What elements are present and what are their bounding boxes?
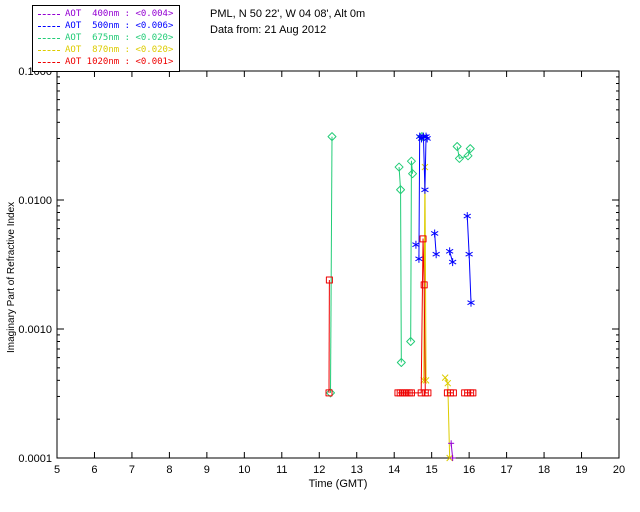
- series-aot-500nm: [412, 132, 475, 307]
- x-tick-label: 10: [238, 464, 250, 476]
- x-tick-label: 11: [276, 464, 287, 476]
- x-tick-label: 14: [388, 464, 400, 476]
- legend: AOT 400nm : <0.004> AOT 500nm : <0.006> …: [32, 5, 181, 72]
- legend-line-swatch: [38, 49, 60, 51]
- data-date: Data from: 21 Aug 2012: [210, 24, 327, 36]
- x-tick-label: 20: [613, 464, 625, 476]
- series-aot-1020nm: [325, 235, 477, 397]
- legend-item-1020nm: AOT 1020nm : <0.001>: [38, 56, 173, 68]
- y-tick-label: 0.0001: [18, 453, 52, 465]
- x-tick-label: 16: [463, 464, 475, 476]
- legend-label: AOT 400nm : <0.004>: [65, 9, 174, 19]
- legend-item-870nm: AOT 870nm : <0.020>: [38, 44, 173, 56]
- legend-item-400nm: AOT 400nm : <0.004>: [38, 8, 173, 20]
- y-tick-label: 0.0100: [18, 195, 52, 207]
- y-tick-label: 0.0010: [18, 324, 52, 336]
- x-tick-label: 7: [129, 464, 135, 476]
- y-axis: [57, 70, 619, 459]
- plot-frame: [56, 70, 620, 459]
- x-tick-label: 17: [500, 464, 512, 476]
- series-aot-400nm: [448, 440, 456, 461]
- x-tick-label: 19: [575, 464, 587, 476]
- x-axis: [56, 71, 620, 458]
- legend-item-675nm: AOT 675nm : <0.020>: [38, 32, 173, 44]
- legend-line-swatch: [38, 13, 60, 15]
- legend-line-swatch: [38, 61, 60, 63]
- x-tick-label: 9: [204, 464, 210, 476]
- legend-label: AOT 675nm : <0.020>: [65, 33, 174, 43]
- x-tick-label: 12: [313, 464, 325, 476]
- legend-item-500nm: AOT 500nm : <0.006>: [38, 20, 173, 32]
- x-tick-label: 6: [91, 464, 97, 476]
- x-tick-label: 15: [426, 464, 438, 476]
- legend-label: AOT 500nm : <0.006>: [65, 21, 174, 31]
- x-tick-label: 13: [351, 464, 363, 476]
- legend-label: AOT 1020nm : <0.001>: [65, 57, 174, 67]
- y-axis-title: Imaginary Part of Refractive Index: [6, 201, 17, 353]
- series-aot-870nm: [420, 163, 454, 462]
- legend-label: AOT 870nm : <0.020>: [65, 45, 174, 55]
- x-tick-labels: 5 6 7 8 9 10 11 12 13 14 15 16 17 18 19 20: [54, 464, 625, 476]
- x-tick-label: 8: [166, 464, 172, 476]
- legend-line-swatch: [38, 25, 60, 27]
- x-axis-title: Time (GMT): [308, 478, 368, 490]
- legend-line-swatch: [38, 37, 60, 39]
- x-tick-label: 18: [538, 464, 550, 476]
- x-tick-label: 5: [54, 464, 60, 476]
- series-aot-675nm: [326, 132, 475, 398]
- station-info: PML, N 50 22', W 04 08', Alt 0m Data fro…: [210, 6, 365, 38]
- station-location: PML, N 50 22', W 04 08', Alt 0m: [210, 8, 366, 20]
